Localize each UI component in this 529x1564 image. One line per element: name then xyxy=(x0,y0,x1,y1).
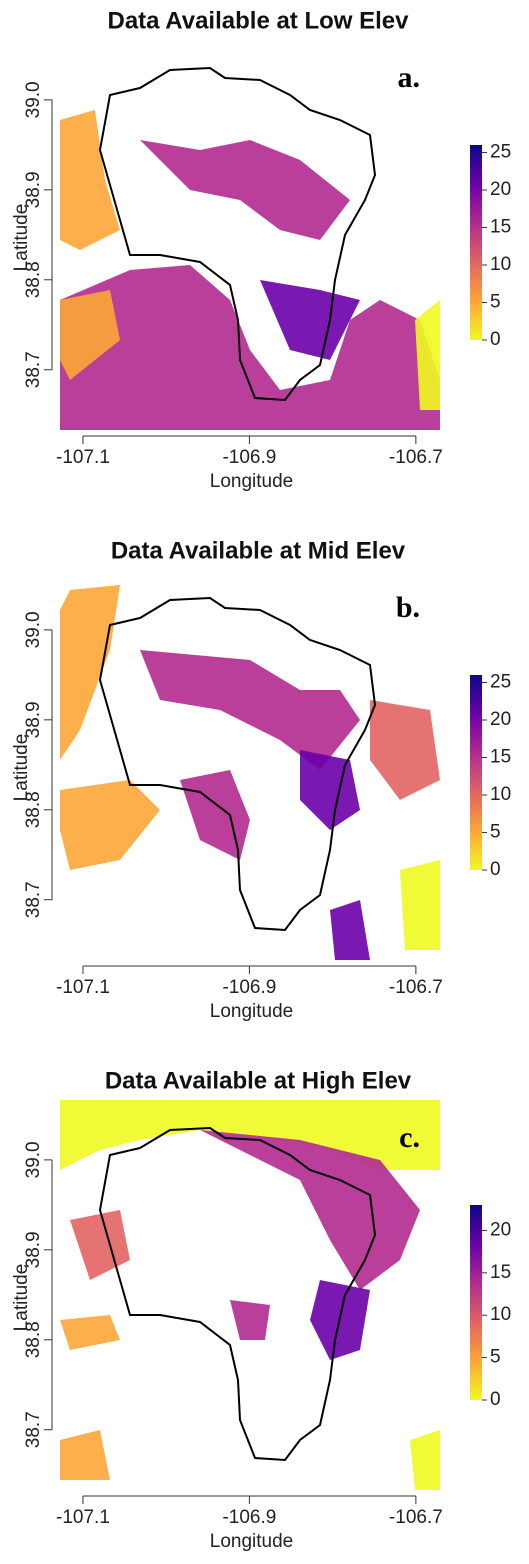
colorbar-tick-label: 10 xyxy=(490,254,511,275)
colorbar xyxy=(470,145,482,340)
y-tick-label: 38.7 xyxy=(23,1411,44,1448)
y-axis-label: Latitude xyxy=(11,1264,32,1332)
y-tick-label: 38.9 xyxy=(23,1231,44,1268)
x-tick-label: -106.9 xyxy=(222,977,276,998)
y-tick-label: 38.7 xyxy=(23,351,44,388)
raster-area xyxy=(60,290,120,380)
colorbar-tick-label: 20 xyxy=(490,709,511,730)
colorbar-tick-label: 25 xyxy=(490,142,511,163)
colorbar-tick-label: 15 xyxy=(490,1262,511,1283)
colorbar-tick-label: 10 xyxy=(490,784,511,805)
raster-area xyxy=(60,110,120,250)
x-tick-label: -106.7 xyxy=(389,447,443,468)
colorbar-tick-label: 20 xyxy=(490,179,511,200)
colorbar-tick-label: 5 xyxy=(490,292,501,313)
y-tick-label: 38.7 xyxy=(23,881,44,918)
x-tick-label: -107.1 xyxy=(56,447,110,468)
raster-area xyxy=(60,1315,120,1350)
panel-label: c. xyxy=(399,1121,420,1154)
raster-area xyxy=(60,265,440,430)
raster-area xyxy=(60,1430,110,1480)
colorbar xyxy=(470,675,482,870)
x-axis-label: Longitude xyxy=(210,471,293,492)
panel-title: Data Available at Low Elev xyxy=(108,7,410,34)
x-tick-label: -106.7 xyxy=(389,977,443,998)
raster-area xyxy=(300,750,360,830)
map-panel: Data Available at High Elev c. -107.1 -106.… xyxy=(11,1067,511,1552)
raster-area xyxy=(200,1130,420,1290)
raster-area xyxy=(415,300,440,410)
raster-area xyxy=(410,1430,440,1490)
colorbar-tick-label: 5 xyxy=(490,1347,501,1368)
x-tick-label: -107.1 xyxy=(56,1507,110,1528)
watershed-outline xyxy=(98,596,377,932)
raster-area xyxy=(370,700,440,800)
raster-area xyxy=(60,585,120,760)
colorbar-tick-label: 15 xyxy=(490,217,511,238)
panel-title: Data Available at Mid Elev xyxy=(111,537,406,564)
x-tick-label: -107.1 xyxy=(56,977,110,998)
x-tick-label: -106.9 xyxy=(222,447,276,468)
colorbar-tick-label: 15 xyxy=(490,747,511,768)
colorbar-tick-label: 20 xyxy=(490,1219,511,1240)
y-axis-label: Latitude xyxy=(11,204,32,272)
raster-area xyxy=(70,1210,130,1280)
y-tick-label: 38.9 xyxy=(23,701,44,738)
colorbar-tick-label: 25 xyxy=(490,672,511,693)
raster-area xyxy=(330,900,370,960)
x-tick-label: -106.9 xyxy=(222,1507,276,1528)
y-tick-label: 39.0 xyxy=(23,1141,44,1178)
map-panel: Data Available at Low Elev a. -107.1 -106.9… xyxy=(11,7,511,492)
panel-label: a. xyxy=(398,61,421,94)
y-tick-label: 39.0 xyxy=(23,81,44,118)
raster-area xyxy=(400,860,440,950)
map-panel: Data Available at Mid Elev b. -107.1 -106.9… xyxy=(11,537,511,1022)
watershed-outline xyxy=(98,1126,377,1462)
colorbar-tick-label: 0 xyxy=(490,859,501,880)
colorbar-tick-label: 0 xyxy=(490,329,501,350)
y-tick-label: 38.8 xyxy=(23,261,44,298)
panel-title: Data Available at High Elev xyxy=(105,1067,412,1094)
y-tick-label: 39.0 xyxy=(23,611,44,648)
x-tick-label: -106.7 xyxy=(389,1507,443,1528)
y-tick-label: 38.8 xyxy=(23,791,44,828)
panel-label: b. xyxy=(396,591,420,624)
raster-area xyxy=(140,140,350,240)
x-axis-label: Longitude xyxy=(210,1001,293,1022)
y-tick-label: 38.8 xyxy=(23,1321,44,1358)
raster-area xyxy=(180,770,250,860)
raster-area xyxy=(60,780,160,870)
colorbar-tick-label: 5 xyxy=(490,822,501,843)
y-axis-label: Latitude xyxy=(11,734,32,802)
y-tick-label: 38.9 xyxy=(23,171,44,208)
colorbar-tick-label: 0 xyxy=(490,1389,501,1410)
x-axis-label: Longitude xyxy=(210,1531,293,1552)
raster-area xyxy=(230,1300,270,1340)
watershed-outline xyxy=(98,66,377,402)
colorbar xyxy=(470,1205,482,1400)
raster-area xyxy=(140,650,360,770)
raster-area xyxy=(260,280,360,360)
colorbar-tick-label: 10 xyxy=(490,1304,511,1325)
